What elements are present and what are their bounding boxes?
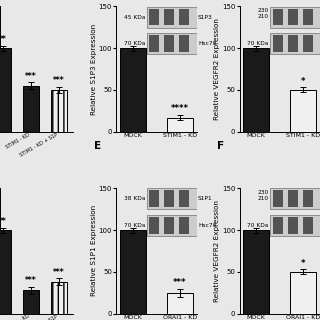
Text: ****: **** — [171, 104, 189, 113]
Bar — [0, 48, 11, 132]
Y-axis label: Relative S1P1 Expression: Relative S1P1 Expression — [91, 205, 97, 296]
Bar — [23, 86, 39, 132]
Bar — [52, 90, 67, 132]
Text: ***: *** — [173, 278, 187, 287]
Text: *: * — [301, 259, 306, 268]
Text: **: ** — [0, 217, 7, 226]
Text: **: ** — [0, 35, 7, 44]
Text: E: E — [93, 140, 101, 151]
Y-axis label: Relative VEGFR2 Expression: Relative VEGFR2 Expression — [214, 18, 220, 120]
Bar — [243, 230, 269, 314]
Text: ***: *** — [53, 268, 65, 277]
Text: ***: *** — [25, 276, 37, 285]
Bar — [290, 90, 316, 132]
Y-axis label: Relative S1P3 Expression: Relative S1P3 Expression — [91, 24, 97, 115]
Bar — [23, 290, 39, 314]
Bar — [120, 230, 146, 314]
Text: *: * — [301, 77, 306, 86]
Bar — [52, 282, 67, 314]
Text: ***: *** — [25, 72, 37, 81]
Bar — [290, 272, 316, 314]
Bar — [0, 230, 11, 314]
Text: ***: *** — [53, 76, 65, 85]
Bar — [120, 48, 146, 132]
Y-axis label: Relative VEGFR2 Expression: Relative VEGFR2 Expression — [214, 200, 220, 302]
Bar — [167, 293, 193, 314]
Bar — [167, 117, 193, 132]
Text: F: F — [217, 140, 224, 151]
Bar — [243, 48, 269, 132]
